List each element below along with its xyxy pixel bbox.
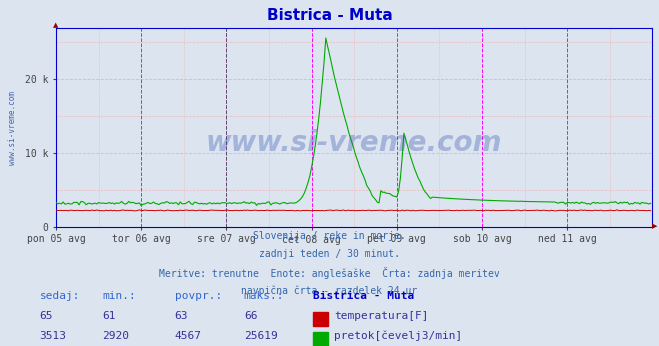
Text: 65: 65 xyxy=(40,311,53,321)
Text: 3513: 3513 xyxy=(40,331,67,342)
Text: min.:: min.: xyxy=(102,291,136,301)
Text: 4567: 4567 xyxy=(175,331,202,342)
Text: maks.:: maks.: xyxy=(244,291,284,301)
Text: ▲: ▲ xyxy=(53,22,59,28)
Text: 2920: 2920 xyxy=(102,331,129,342)
Text: ▶: ▶ xyxy=(652,224,658,230)
Text: navpična črta - razdelek 24 ur: navpična črta - razdelek 24 ur xyxy=(241,285,418,295)
Text: sedaj:: sedaj: xyxy=(40,291,80,301)
Text: temperatura[F]: temperatura[F] xyxy=(334,311,428,321)
Text: 63: 63 xyxy=(175,311,188,321)
Text: www.si-vreme.com: www.si-vreme.com xyxy=(8,91,17,165)
Text: pretok[čevelj3/min]: pretok[čevelj3/min] xyxy=(334,331,463,342)
Text: 61: 61 xyxy=(102,311,115,321)
Text: 25619: 25619 xyxy=(244,331,277,342)
Text: zadnji teden / 30 minut.: zadnji teden / 30 minut. xyxy=(259,249,400,259)
Text: Meritve: trenutne  Enote: anglešaške  Črta: zadnja meritev: Meritve: trenutne Enote: anglešaške Črta… xyxy=(159,267,500,279)
Text: Slovenija / reke in morje.: Slovenija / reke in morje. xyxy=(253,231,406,241)
Text: www.si-vreme.com: www.si-vreme.com xyxy=(206,129,502,157)
Text: povpr.:: povpr.: xyxy=(175,291,222,301)
Text: Bistrica - Muta: Bistrica - Muta xyxy=(267,8,392,22)
Text: 66: 66 xyxy=(244,311,257,321)
Text: Bistrica - Muta: Bistrica - Muta xyxy=(313,291,415,301)
